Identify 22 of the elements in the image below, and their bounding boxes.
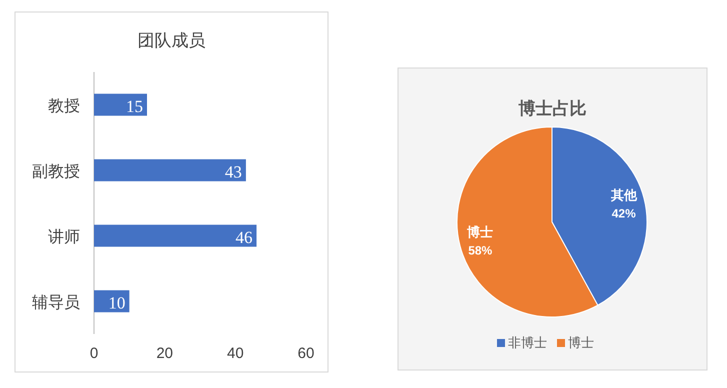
bar [94,290,130,312]
data-label: 15 [126,96,143,116]
data-label: 43 [224,162,242,182]
y-tick-label: 副教授 [32,163,80,180]
bar [94,94,147,116]
data-label: 10 [108,293,126,312]
legend-label: 博士 [568,335,594,350]
x-tick-label: 0 [90,345,98,362]
x-tick-label: 40 [226,345,244,362]
data-label: 46 [236,228,253,247]
bar [94,159,246,182]
chart-title: 博士占比 [518,99,586,118]
x-tick-label: 20 [156,345,174,362]
data-label: 其他 42% [610,188,638,221]
y-tick-label: 辅导员 [32,294,80,312]
chart-title: 团队成员 [138,31,206,50]
data-label: 博士 58% [466,224,494,258]
y-tick-label: 讲师 [48,228,80,246]
x-tick-label: 60 [298,345,314,362]
y-tick-label: 教授 [48,98,80,115]
bar [94,224,257,247]
legend-label: 非博士 [508,335,547,350]
